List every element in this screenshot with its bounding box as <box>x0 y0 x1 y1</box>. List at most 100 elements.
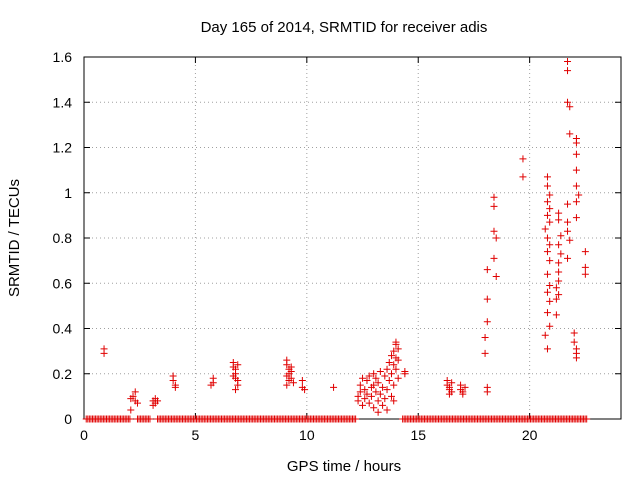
data-point <box>385 377 393 385</box>
data-point <box>541 331 549 339</box>
data-point <box>492 272 500 280</box>
data-point-zero <box>583 415 591 423</box>
data-point <box>555 216 563 224</box>
data-point <box>555 291 563 299</box>
data-point <box>581 263 589 271</box>
data-point <box>570 329 578 337</box>
data-point <box>390 361 398 369</box>
data-point <box>379 401 387 409</box>
data-point <box>379 383 387 391</box>
data-point <box>543 234 551 242</box>
data-point <box>564 227 572 235</box>
data-point <box>543 173 551 181</box>
data-point <box>133 399 141 407</box>
y-tick-label: 0 <box>64 411 72 427</box>
data-point <box>394 345 402 353</box>
data-point <box>390 397 398 405</box>
data-point <box>390 381 398 389</box>
data-point <box>543 182 551 190</box>
data-point <box>376 367 384 375</box>
data-point <box>361 395 369 403</box>
data-point <box>564 58 572 66</box>
data-point <box>552 311 560 319</box>
data-point <box>572 198 580 206</box>
data-point <box>285 377 293 385</box>
data-point <box>374 408 382 416</box>
data-point <box>490 227 498 235</box>
data-point <box>283 372 291 380</box>
data-point <box>555 268 563 276</box>
data-points <box>82 58 591 423</box>
data-point <box>131 388 139 396</box>
data-point <box>234 361 242 369</box>
data-point <box>543 309 551 317</box>
data-point <box>401 370 409 378</box>
data-point <box>390 347 398 355</box>
y-axis-label: SRMTID / TECUs <box>6 179 23 297</box>
data-point <box>283 381 291 389</box>
chart-title: Day 165 of 2014, SRMTID for receiver adi… <box>201 19 488 36</box>
data-point <box>383 386 391 394</box>
data-point <box>564 254 572 262</box>
data-point <box>572 139 580 147</box>
data-point <box>372 388 380 396</box>
x-tick-label: 10 <box>299 427 315 443</box>
data-point <box>483 266 491 274</box>
data-point <box>171 383 179 391</box>
data-point <box>392 340 400 348</box>
data-point <box>365 399 373 407</box>
data-point <box>448 379 456 387</box>
x-tick-label: 20 <box>522 427 538 443</box>
data-point <box>572 182 580 190</box>
data-point <box>555 241 563 249</box>
data-point <box>372 374 380 382</box>
data-point <box>483 318 491 326</box>
data-point <box>564 98 572 106</box>
data-point <box>557 250 565 258</box>
data-point <box>546 297 554 305</box>
data-point <box>354 397 362 405</box>
data-point <box>232 386 240 394</box>
data-point <box>490 193 498 201</box>
data-point <box>546 191 554 199</box>
data-point <box>381 395 389 403</box>
data-point <box>546 257 554 265</box>
data-point <box>370 404 378 412</box>
data-point <box>392 365 400 373</box>
data-point <box>581 248 589 256</box>
data-point <box>169 377 177 385</box>
data-point <box>564 67 572 75</box>
data-point <box>127 406 135 414</box>
data-point <box>546 322 554 330</box>
data-point <box>363 390 371 398</box>
data-point <box>543 345 551 353</box>
data-point <box>564 200 572 208</box>
data-point <box>483 388 491 396</box>
data-point <box>546 282 554 290</box>
data-point <box>566 236 574 244</box>
data-point <box>490 202 498 210</box>
data-point <box>459 390 467 398</box>
data-point <box>519 155 527 163</box>
data-point <box>374 379 382 387</box>
data-point <box>555 259 563 267</box>
axis-ticks: 0 5 10 15 20 0 0.2 0.4 0.6 0.8 1 1.2 1.4 1.6 <box>53 49 621 443</box>
data-point <box>330 383 338 391</box>
data-point <box>555 209 563 217</box>
y-tick-label: 0.6 <box>53 275 73 291</box>
data-point <box>572 150 580 158</box>
data-point <box>289 379 297 387</box>
data-point <box>543 248 551 256</box>
data-point <box>566 103 574 111</box>
data-point <box>381 372 389 380</box>
data-point <box>564 218 572 226</box>
data-point <box>376 390 384 398</box>
data-point <box>546 218 554 226</box>
y-tick-label: 1.4 <box>53 94 73 110</box>
data-point <box>154 397 162 405</box>
data-point <box>566 130 574 138</box>
data-point <box>481 349 489 357</box>
data-point <box>541 225 549 233</box>
data-point <box>394 356 402 364</box>
x-tick-label: 0 <box>80 427 88 443</box>
